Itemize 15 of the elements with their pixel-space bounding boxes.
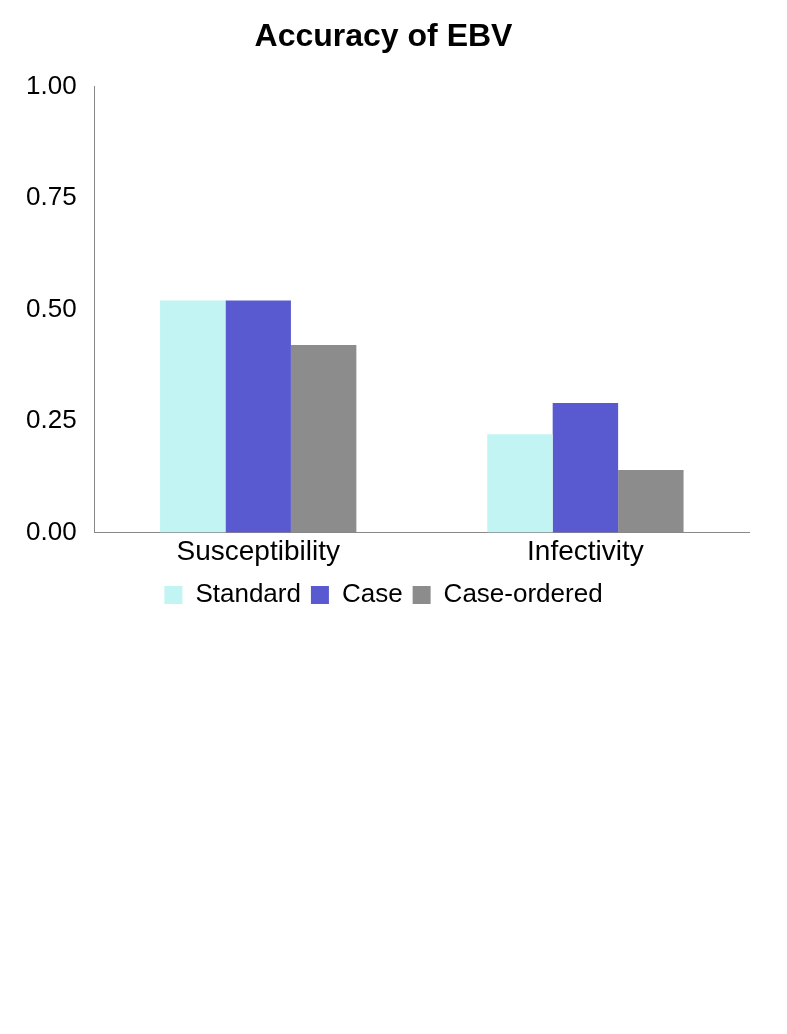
chart-title: Accuracy of EBV [254,17,514,54]
bar [487,434,553,533]
y-tick-label: 0.25 [25,404,77,435]
x-tick-label: Infectivity [527,534,644,566]
y-tick-label: 1.00 [25,69,77,100]
y-tick-label: 0.75 [25,181,77,212]
y-tick-label: 0.00 [25,515,77,546]
x-tick-label: Susceptibility [176,534,340,566]
bar [225,300,291,533]
y-tick-label: 0.50 [25,292,77,323]
legend-label: Standard [195,578,301,609]
legend-label: Case-ordered [443,578,603,609]
bar [552,403,619,533]
legend-label: Case [341,578,403,609]
bar [160,300,226,533]
